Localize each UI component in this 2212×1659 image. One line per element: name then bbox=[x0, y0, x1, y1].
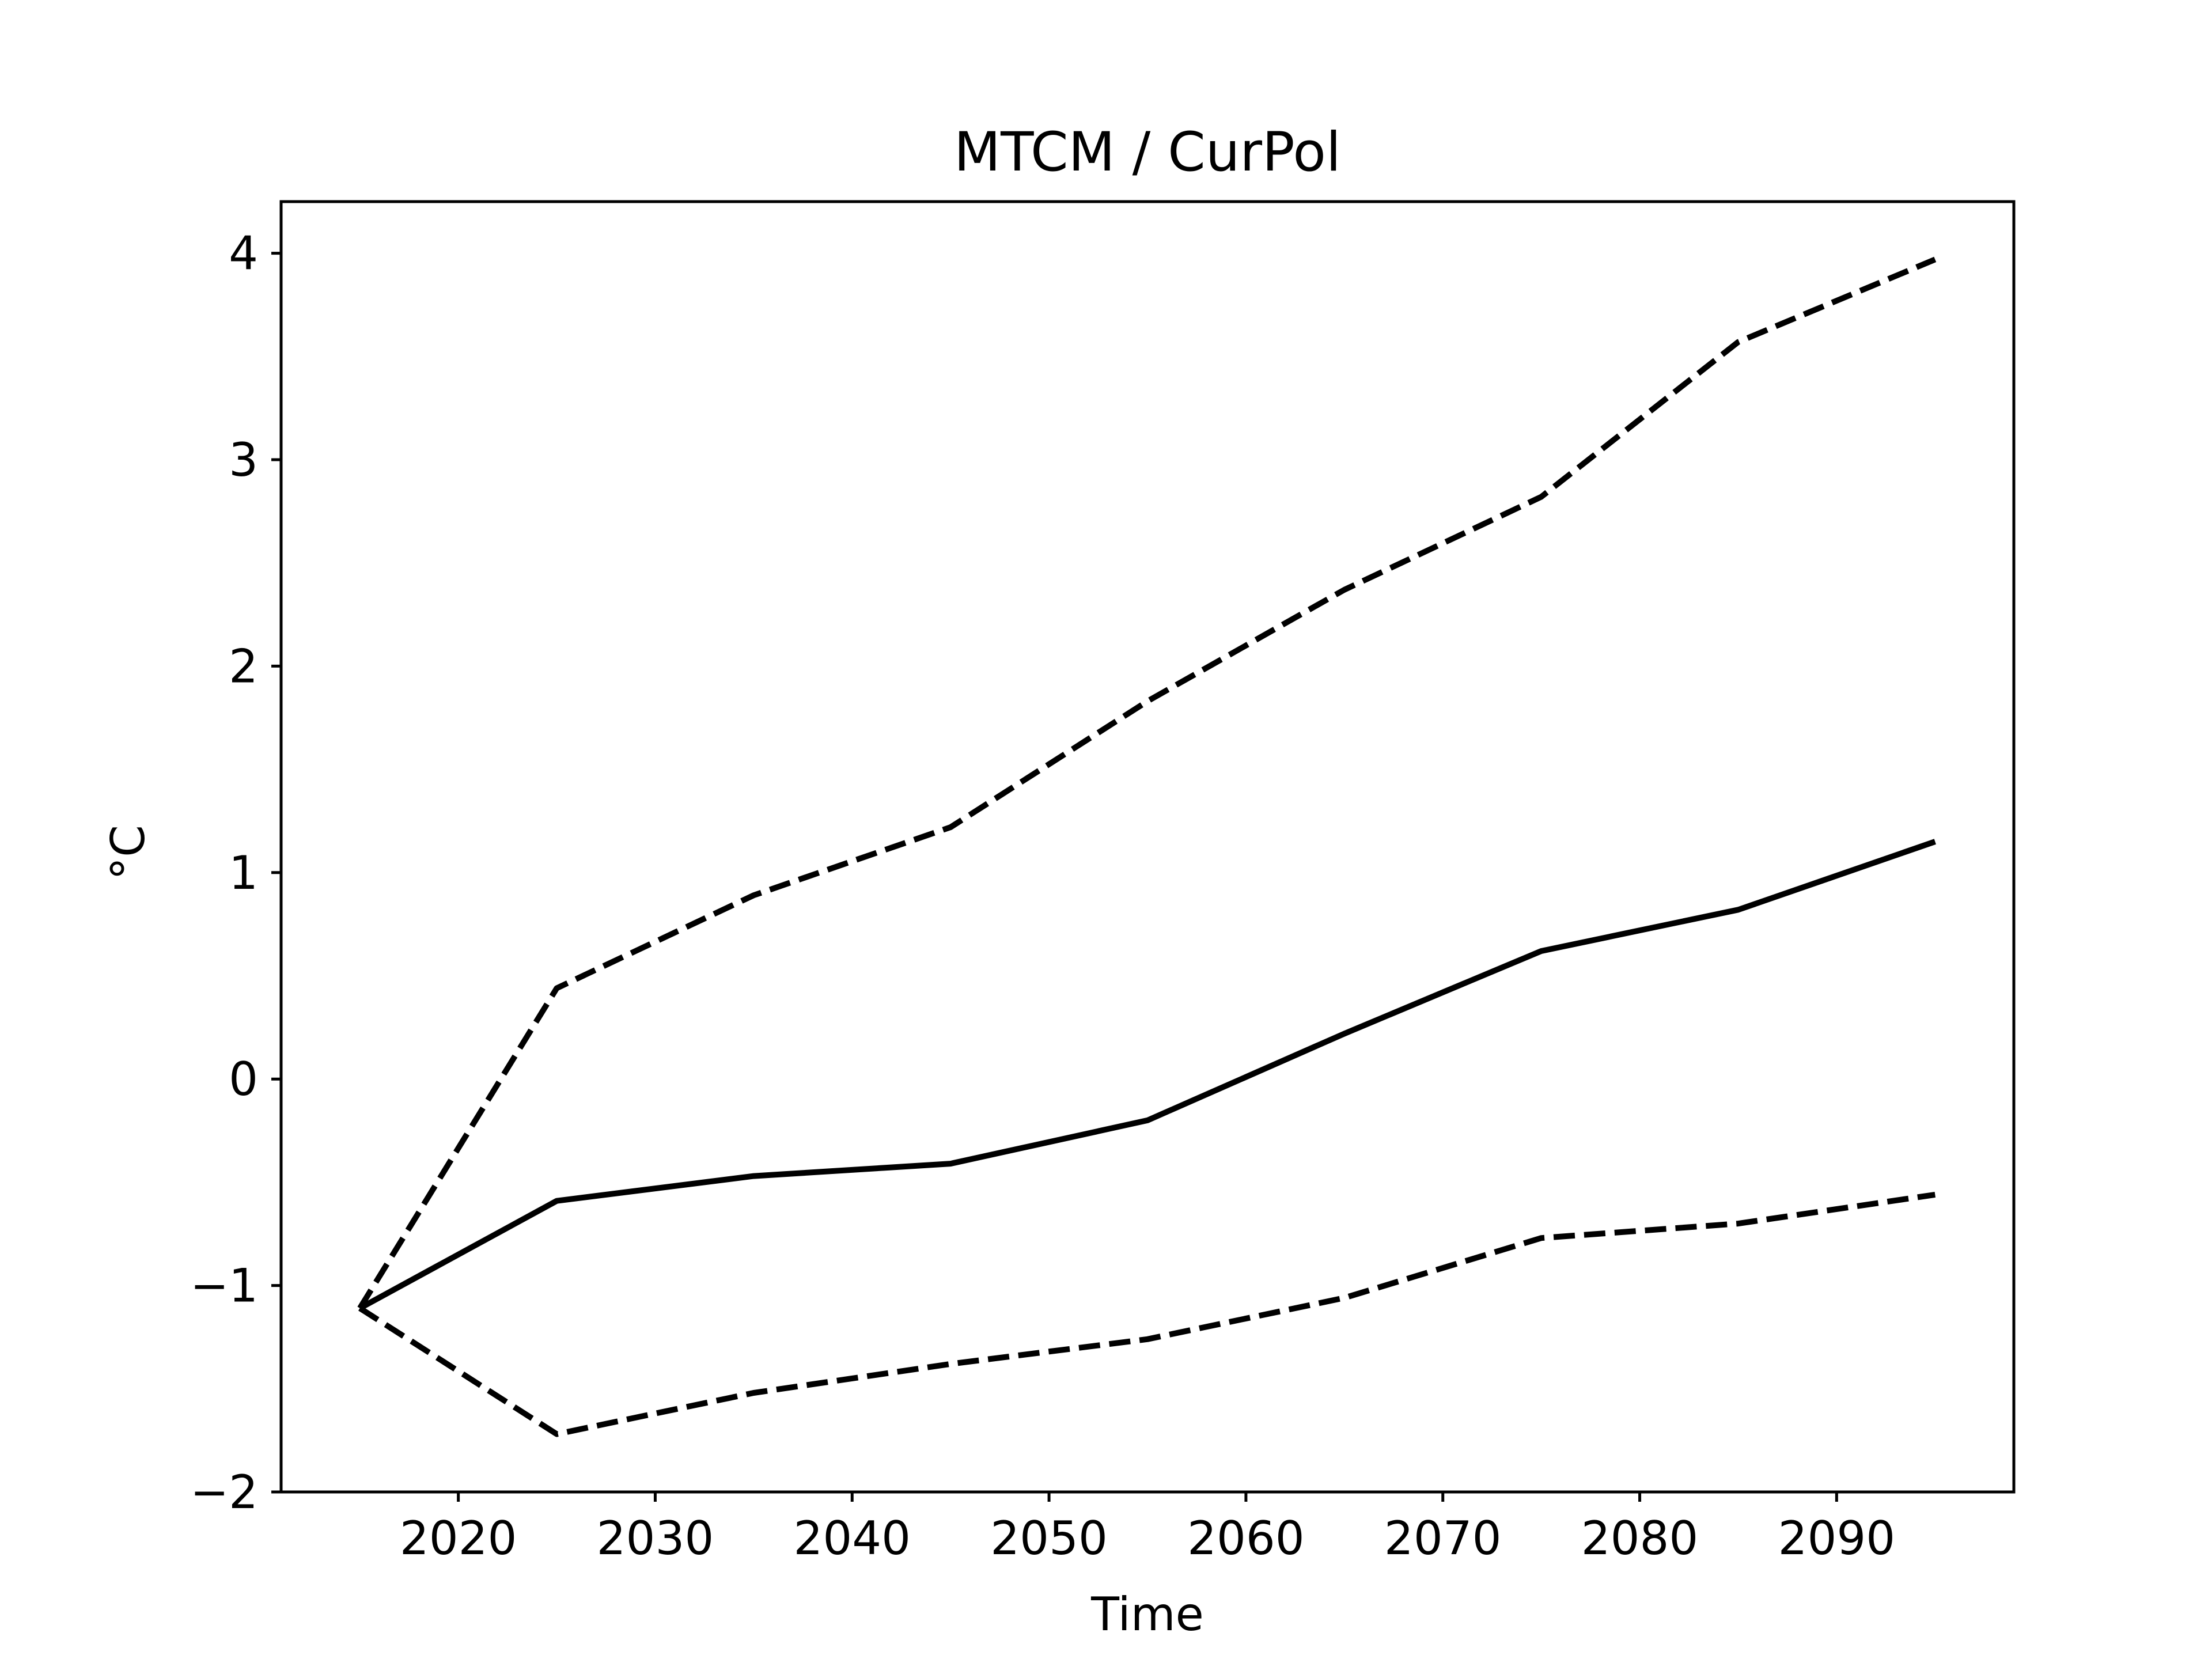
axes-frame bbox=[279, 200, 2016, 1494]
x-tick-label: 2090 bbox=[1778, 1512, 1896, 1565]
x-tick-label: 2040 bbox=[793, 1512, 911, 1565]
x-axis-label: Time bbox=[1090, 1588, 1204, 1641]
y-tick-label: 3 bbox=[229, 433, 258, 487]
series-line-3 bbox=[358, 1191, 1936, 1437]
x-tick-label: 2050 bbox=[990, 1512, 1108, 1565]
series-line-2 bbox=[357, 256, 1937, 1310]
y-tick-label: 0 bbox=[229, 1052, 258, 1106]
y-tick-label: −1 bbox=[190, 1259, 258, 1313]
y-tick-label: 4 bbox=[229, 227, 258, 281]
y-axis-ticks: −2 −1 0 1 2 3 4 bbox=[190, 227, 281, 1519]
y-tick-label: −2 bbox=[190, 1465, 258, 1519]
plot-lines bbox=[357, 256, 1937, 1437]
chart-title: MTCM / CurPol bbox=[954, 121, 1341, 184]
x-axis-ticks: 2020 2030 2040 2050 2060 2070 2080 2090 bbox=[400, 1492, 1895, 1565]
x-tick-label: 2030 bbox=[597, 1512, 714, 1565]
x-tick-label: 2080 bbox=[1581, 1512, 1699, 1565]
series-line-1 bbox=[358, 839, 1936, 1311]
y-tick-label: 2 bbox=[229, 639, 258, 693]
y-axis-label: °C bbox=[101, 825, 155, 880]
x-tick-label: 2020 bbox=[400, 1512, 517, 1565]
y-tick-label: 1 bbox=[229, 846, 258, 900]
x-tick-label: 2060 bbox=[1187, 1512, 1305, 1565]
x-tick-label: 2070 bbox=[1384, 1512, 1502, 1565]
